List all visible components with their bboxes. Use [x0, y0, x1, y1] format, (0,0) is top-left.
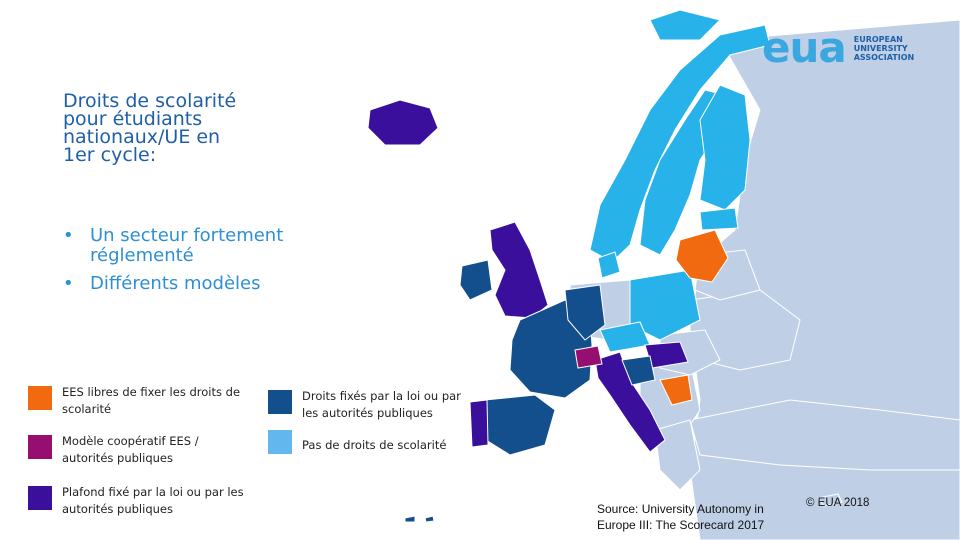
greece-region	[654, 419, 701, 491]
logo-line: ASSOCIATION	[853, 52, 915, 62]
croatia-region	[621, 355, 656, 386]
iceland	[367, 99, 439, 146]
denmark	[597, 251, 621, 279]
legend-swatch	[28, 486, 52, 510]
portugal	[469, 399, 489, 448]
legend-item: Modèle coopératif EES / autorités publiq…	[28, 433, 252, 467]
svalbard	[649, 9, 721, 41]
legend-label: EES libres de fixer les droits de scolar…	[62, 385, 241, 416]
legend-swatch	[28, 435, 52, 459]
bullet-item: Différents modèles	[63, 274, 293, 295]
united-kingdom	[489, 221, 549, 319]
logo-text: EUROPEAN UNIVERSITY ASSOCIATION	[854, 35, 915, 62]
title-line: 1er cycle:	[63, 144, 157, 166]
logo-line: EUROPEAN	[853, 34, 903, 44]
legend-item: EES libres de fixer les droits de scolar…	[28, 384, 252, 418]
switzerland	[574, 345, 603, 369]
legend-item: Droits fixés par la loi ou par les autor…	[268, 388, 467, 422]
title-line: nationaux/UE en	[63, 126, 221, 148]
bullet-list: Un secteur fortement réglementé Différen…	[63, 226, 293, 302]
source-line: Europe III: The Scorecard 2017	[597, 518, 765, 532]
legend-item: Pas de droits de scolarité	[268, 428, 467, 454]
poland	[629, 269, 701, 341]
legend-swatch	[268, 430, 292, 454]
cyprus-region	[817, 493, 843, 507]
islands-atlantic	[404, 515, 435, 523]
eua-logo: eua EUROPEAN UNIVERSITY ASSOCIATION	[762, 23, 915, 72]
title: Droits de scolarité pour étudiants natio…	[63, 90, 303, 166]
germany-region	[564, 284, 606, 341]
logo-line: UNIVERSITY	[853, 43, 908, 53]
spain	[484, 394, 556, 456]
logo-mark: eua	[762, 23, 847, 72]
legend-swatch	[28, 386, 52, 410]
source-note: Source: University Autonomy in Europe II…	[597, 501, 764, 533]
serbia	[659, 374, 693, 406]
finland	[699, 84, 751, 211]
title-line: pour étudiants	[63, 108, 203, 130]
legend-item: Plafond fixé par la loi ou par les autor…	[28, 484, 252, 518]
legend-swatch	[268, 390, 292, 414]
legend-label: Modèle coopératif EES / autorités publiq…	[62, 434, 199, 465]
source-line: Source: University Autonomy in	[597, 502, 764, 516]
legend-label: Pas de droits de scolarité	[302, 438, 447, 452]
estonia	[699, 207, 739, 231]
bullet-item: Un secteur fortement réglementé	[63, 226, 293, 266]
title-line: Droits de scolarité	[63, 90, 237, 112]
latvia-lithuania	[675, 229, 729, 283]
norway	[589, 24, 771, 263]
legend-label: Plafond fixé par la loi ou par les autor…	[62, 485, 244, 516]
turkey-region	[689, 399, 960, 471]
copyright: © EUA 2018	[806, 497, 870, 509]
legend-label: Droits fixés par la loi ou par les autor…	[302, 389, 461, 420]
ireland	[459, 259, 493, 301]
